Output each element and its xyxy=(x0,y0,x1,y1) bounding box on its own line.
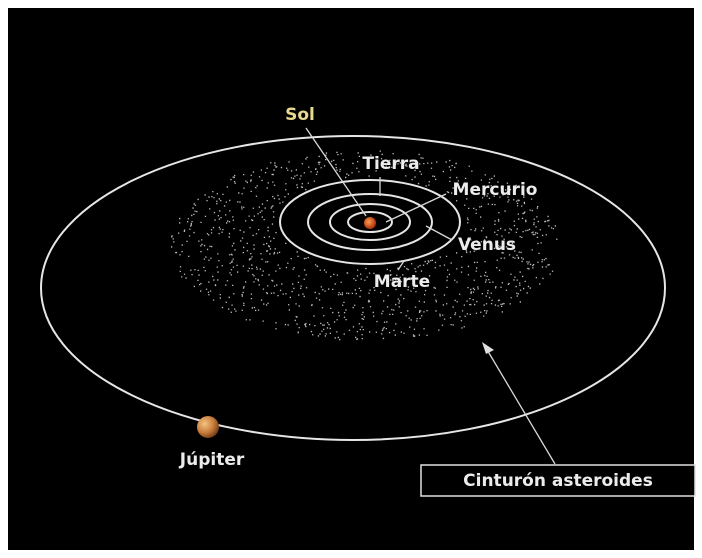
sun xyxy=(364,217,376,229)
jupiter-orbit xyxy=(40,135,666,441)
jupiter xyxy=(197,416,219,438)
sun-label: Sol xyxy=(285,105,315,125)
mars-leader xyxy=(397,260,405,271)
mercury-orbit xyxy=(347,211,393,233)
mercury-label: Mercurio xyxy=(453,180,538,200)
venus-orbit xyxy=(329,203,411,241)
mars-label: Marte xyxy=(374,272,430,292)
mars-orbit xyxy=(279,179,461,265)
venus-leader xyxy=(425,225,453,241)
belt-arrow-line xyxy=(485,347,556,465)
belt-arrowhead xyxy=(482,342,494,354)
sun-leader xyxy=(305,127,367,217)
belt-label-box xyxy=(420,464,696,497)
mercury-leader xyxy=(385,193,447,223)
belt-label: Cinturón asteroides xyxy=(463,471,653,491)
venus-label: Venus xyxy=(458,235,516,255)
earth-label: Tierra xyxy=(362,154,419,174)
space-background xyxy=(8,8,694,550)
earth-orbit xyxy=(307,193,433,251)
jupiter-label: Júpiter xyxy=(179,450,245,470)
